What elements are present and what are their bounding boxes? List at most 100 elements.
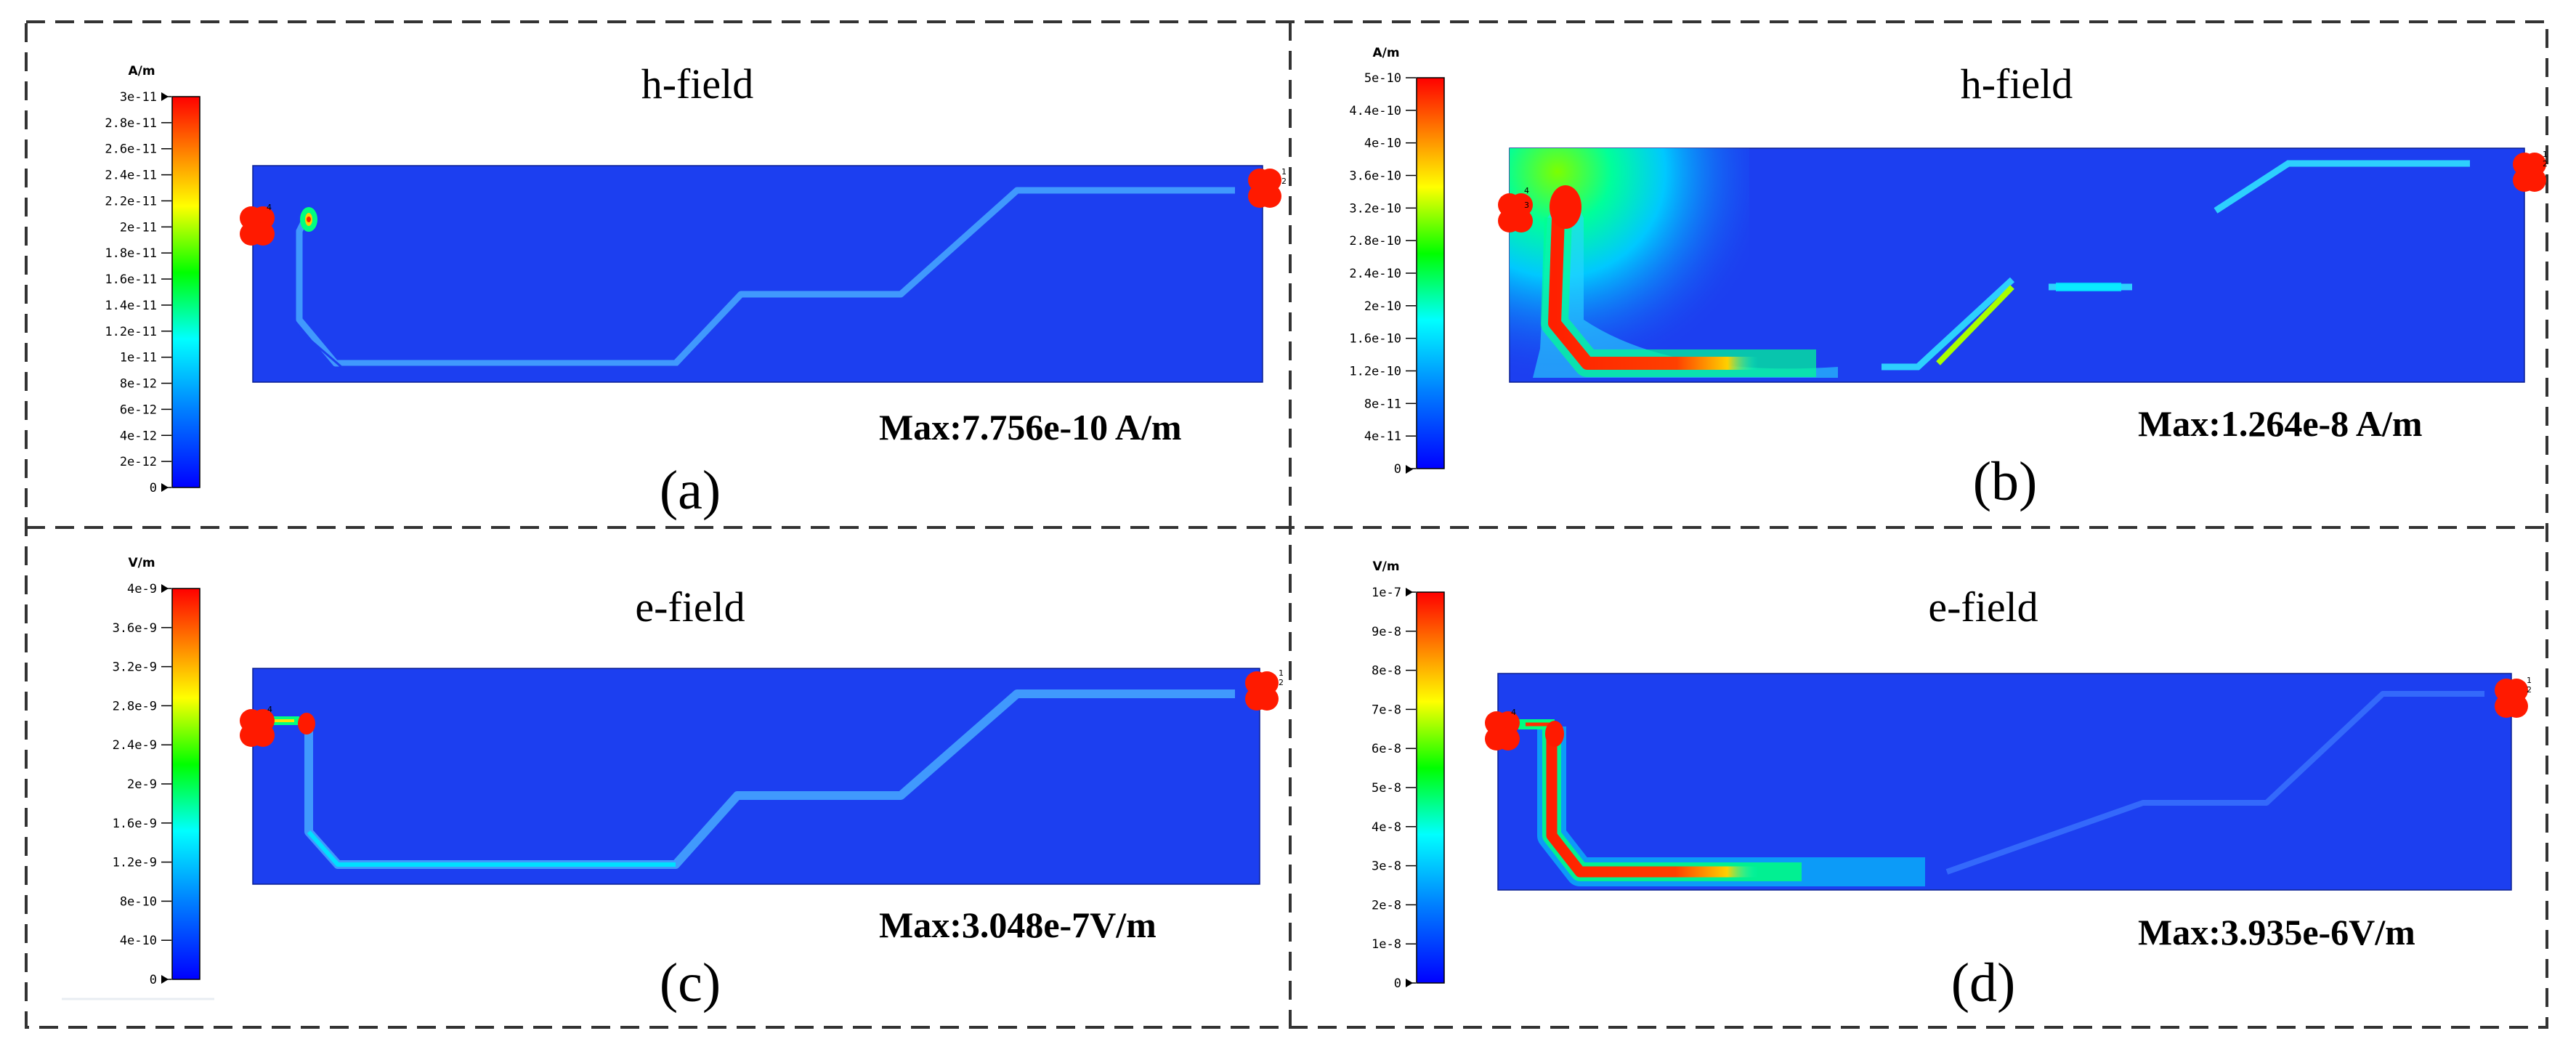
colorbar-tick-label: 1.4e-11: [105, 299, 157, 313]
colorbar-tick-label: 2e-12: [120, 455, 157, 469]
colorbar: V/m 1e-7 9e-8 8e-8 7e-8 6e-8 5e-8 4e-8 3e-8 2e-8…: [1372, 559, 1445, 991]
colorbar-tick-label: 3.2e-9: [113, 660, 157, 675]
max-marker-icon: [161, 92, 169, 101]
colorbar-ticks: 3e-11 2.8e-11 2.6e-11 2.4e-11 2.2e-11 2e-11 1.…: [105, 90, 171, 495]
colorbar-tick-label: 0: [150, 973, 157, 987]
colorbar-tick-label: 1e-11: [120, 351, 157, 365]
colorbar-tick-label: 2.4e-10: [1349, 267, 1401, 281]
colorbar-tick-label: 3.2e-10: [1349, 201, 1401, 216]
colorbar-tick-label: 8e-11: [1364, 397, 1401, 411]
colorbar-tick-label: 1e-8: [1372, 937, 1401, 952]
colorbar: V/m 4e-9 3.6e-9 3.2e-9 2.8e-9 2.4e-9 2e-9 1.6e…: [62, 556, 214, 1000]
colorbar-tick-label: 2.6e-11: [105, 142, 157, 157]
panel-title: h-field: [641, 60, 754, 108]
panel-a: h-field (a) Max:7.756e-10 A/m A/m 3e-11 2…: [105, 60, 1287, 521]
colorbar-tick-label: 1.8e-11: [105, 246, 157, 261]
max-value-label: Max:3.048e-7V/m: [879, 905, 1157, 945]
colorbar-unit: A/m: [128, 64, 155, 78]
colorbar-gradient: [171, 588, 201, 980]
colorbar-tick-label: 4e-10: [120, 934, 157, 948]
colorbar-tick-label: 2e-9: [127, 777, 157, 792]
colorbar-tick-label: 5e-8: [1372, 781, 1401, 796]
port-number: 3: [1524, 201, 1529, 210]
colorbar-tick-label: 2e-8: [1372, 898, 1401, 913]
panel-title: h-field: [1961, 60, 2073, 108]
colorbar-tick-label: 1.2e-10: [1349, 365, 1401, 379]
colorbar-tick-label: 0: [150, 481, 157, 495]
colorbar-unit: A/m: [1372, 46, 1399, 60]
colorbar-gradient: [1416, 77, 1445, 469]
colorbar-tick-label: 8e-10: [120, 894, 157, 909]
colorbar-tick-label: 1.2e-11: [105, 325, 157, 339]
port-number: 4: [1511, 708, 1516, 717]
colorbar-unit: V/m: [1372, 559, 1399, 574]
port-number: 1: [2543, 150, 2548, 159]
output-port-icon: [1245, 671, 1279, 711]
port-number: 2: [1281, 177, 1287, 186]
colorbar-tick-label: 8e-8: [1372, 664, 1401, 679]
colorbar-tick-label: 2.4e-9: [113, 738, 157, 753]
port-number: 4: [1524, 186, 1529, 195]
max-marker-icon: [1406, 588, 1413, 596]
colorbar-gradient: [1416, 591, 1445, 984]
colorbar-tick-label: 6e-12: [120, 402, 157, 417]
colorbar-tick-label: 7e-8: [1372, 703, 1401, 717]
colorbar-tick-label: 2e-10: [1364, 299, 1401, 314]
port-number: 4: [267, 705, 272, 714]
field-plot: [1509, 147, 2525, 383]
output-port-icon: [2513, 153, 2546, 192]
panel-label: (a): [660, 460, 721, 521]
colorbar-tick-label: 1.2e-9: [113, 856, 157, 870]
panel-label: (b): [1973, 451, 2038, 512]
dashed-frame: [25, 20, 2548, 1029]
colorbar: A/m 3e-11 2.8e-11 2.6e-11 2.4e-11 2.2e-11 2e-…: [105, 64, 201, 495]
panel-title: e-field: [635, 583, 745, 631]
colorbar-tick-label: 2.8e-9: [113, 699, 157, 713]
colorbar: A/m 5e-10 4.4e-10 4e-10 3.6e-10 3.2e-10 2.8e-…: [1349, 46, 1445, 477]
colorbar-ticks: 4e-9 3.6e-9 3.2e-9 2.8e-9 2.4e-9 2e-9 1.6e-9 1.…: [113, 582, 171, 987]
output-port-icon: [1248, 169, 1281, 208]
max-value-label: Max:3.935e-6V/m: [2138, 912, 2415, 952]
colorbar-tick-label: 2.8e-10: [1349, 234, 1401, 248]
colorbar-tick-label: 1.6e-10: [1349, 332, 1401, 347]
port-number: 1: [2527, 676, 2532, 685]
min-marker-icon: [1406, 465, 1413, 474]
field-plot: [252, 668, 1260, 885]
colorbar-tick-label: 8e-12: [120, 377, 157, 392]
colorbar-tick-label: 4e-9: [127, 582, 157, 596]
colorbar-tick-label: 1.6e-9: [113, 817, 157, 831]
colorbar-gradient: [171, 96, 201, 488]
panel-label: (d): [1951, 952, 2016, 1014]
port-number: 1: [1279, 668, 1284, 678]
min-marker-icon: [161, 975, 169, 984]
field-plot: [1497, 673, 2512, 891]
input-port-icon: [240, 709, 275, 747]
output-port-icon: [2495, 679, 2528, 718]
colorbar-tick-label: 2.8e-11: [105, 116, 157, 131]
min-marker-icon: [1406, 979, 1413, 987]
min-marker-icon: [161, 483, 169, 492]
colorbar-tick-label: 0: [1394, 462, 1401, 477]
panel-title: e-field: [1928, 583, 2038, 631]
colorbar-tick-label: 0: [1394, 976, 1401, 991]
input-port-icon: [1498, 193, 1533, 232]
input-port-icon: [240, 206, 275, 246]
max-marker-icon: [161, 584, 169, 593]
colorbar-tick-label: 4e-8: [1372, 820, 1401, 835]
port-number: 2: [2543, 159, 2548, 169]
field-plot: [252, 165, 1263, 383]
panel-label: (c): [660, 952, 721, 1014]
port-number: 2: [1279, 678, 1284, 687]
colorbar-tick-label: 5e-10: [1364, 71, 1401, 86]
colorbar-tick-label: 6e-8: [1372, 742, 1401, 756]
colorbar-ticks: 1e-7 9e-8 8e-8 7e-8 6e-8 5e-8 4e-8 3e-8 2e-8 1e-8…: [1372, 586, 1416, 991]
colorbar-tick-label: 3.6e-9: [113, 621, 157, 636]
colorbar-ticks: 5e-10 4.4e-10 4e-10 3.6e-10 3.2e-10 2.8e-10 2.…: [1349, 71, 1416, 477]
colorbar-tick-label: 4e-10: [1364, 137, 1401, 151]
colorbar-tick-label: 1.6e-11: [105, 272, 157, 287]
colorbar-unit: V/m: [128, 556, 155, 570]
colorbar-tick-label: 3.6e-10: [1349, 169, 1401, 184]
panel-d: e-field (d) Max:3.935e-6V/m V/m 1e-7 9e-8…: [1372, 559, 2532, 1014]
colorbar-tick-label: 4e-12: [120, 429, 157, 443]
